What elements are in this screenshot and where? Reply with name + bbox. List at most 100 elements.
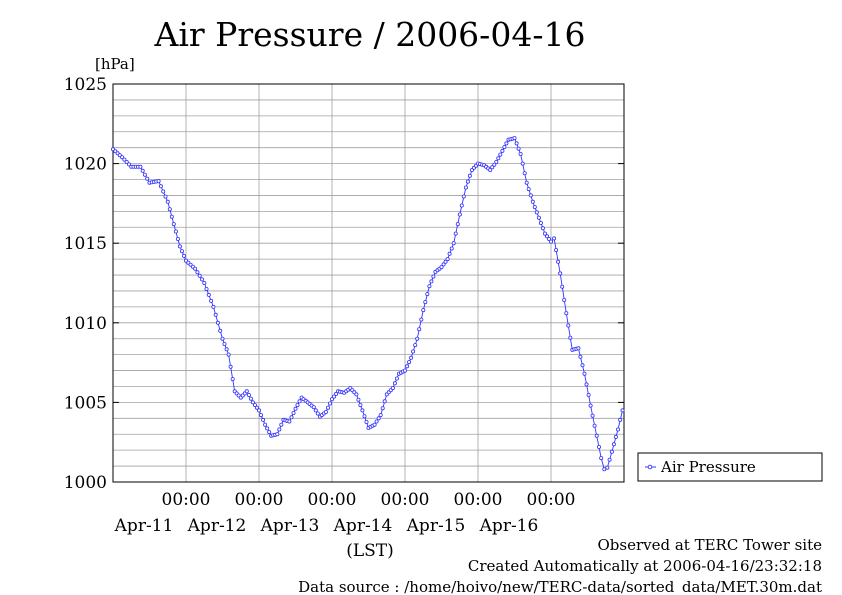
series-markers [111, 136, 625, 472]
data-point [267, 430, 272, 435]
data-point [543, 231, 548, 236]
data-point [279, 422, 284, 427]
data-point [492, 162, 497, 167]
data-point [213, 312, 218, 317]
data-point [556, 259, 561, 264]
data-point [526, 187, 531, 192]
data-point [547, 236, 552, 241]
data-point [124, 159, 129, 164]
data-point [457, 212, 462, 217]
x-tick-date: Apr-15 [406, 516, 466, 536]
x-tick-time: 00:00 [308, 490, 357, 510]
data-point [376, 416, 381, 421]
data-point [467, 173, 472, 178]
y-tick-label: 1015 [64, 234, 107, 254]
data-point [463, 185, 468, 190]
footer-source: Data source : /home/hoivo/new/TERC-data/… [298, 578, 822, 595]
data-point [313, 408, 318, 413]
data-point [356, 397, 361, 402]
data-point [538, 220, 543, 225]
data-point [211, 304, 216, 309]
data-point [594, 433, 599, 438]
data-point [142, 172, 147, 177]
y-tick-label: 1010 [64, 314, 107, 334]
data-point [620, 408, 625, 413]
data-point [520, 161, 525, 166]
data-point [177, 244, 182, 249]
data-point [429, 279, 434, 284]
data-point [607, 457, 612, 462]
x-tick-date: Apr-13 [260, 516, 320, 536]
data-point [263, 422, 268, 427]
y-tick-label: 1000 [64, 473, 107, 493]
y-tick-label: 1020 [64, 155, 107, 175]
data-point [616, 427, 621, 432]
data-point [516, 146, 521, 151]
data-point [364, 419, 369, 424]
data-point [378, 413, 383, 418]
data-point [425, 292, 430, 297]
data-point [163, 194, 168, 199]
data-point [275, 432, 280, 437]
data-point [380, 406, 385, 411]
data-point [443, 259, 448, 264]
data-point [289, 415, 294, 420]
x-tick-date: Apr-12 [187, 516, 247, 536]
data-point [514, 141, 519, 146]
data-point [417, 327, 422, 332]
y-tick-label: 1005 [64, 393, 107, 413]
x-tick-date: Apr-16 [479, 516, 539, 536]
data-point [287, 419, 292, 424]
y-axis-unit: [hPa] [95, 55, 135, 73]
data-point [169, 214, 174, 219]
data-point [197, 273, 202, 278]
data-point [490, 165, 495, 170]
data-point [447, 251, 452, 256]
data-point [498, 152, 503, 157]
data-point [230, 377, 235, 382]
data-point [204, 286, 209, 291]
data-point [455, 222, 460, 227]
data-point [244, 389, 249, 394]
data-point [199, 277, 204, 282]
data-point [564, 311, 569, 316]
plot-frame [112, 83, 625, 483]
data-point [277, 427, 282, 432]
data-point [405, 364, 410, 369]
data-point [165, 199, 170, 204]
data-point [558, 271, 563, 276]
data-point [554, 248, 559, 253]
data-point [545, 234, 550, 239]
data-point [461, 194, 466, 199]
data-point [578, 354, 583, 359]
data-point [427, 284, 432, 289]
data-point [390, 386, 395, 391]
data-point [120, 155, 125, 160]
data-point [145, 176, 150, 181]
data-point [323, 409, 328, 414]
data-point [586, 392, 591, 397]
data-point [291, 410, 296, 415]
data-point [402, 368, 407, 373]
data-point [334, 391, 339, 396]
data-point [127, 162, 132, 167]
data-point [411, 349, 416, 354]
data-point [179, 249, 184, 254]
data-point [228, 364, 233, 369]
data-point [500, 148, 505, 153]
data-point [504, 141, 509, 146]
data-point [374, 419, 379, 424]
y-axis: 1000 1005 1010 1015 1020 1025 [64, 75, 624, 493]
data-point [246, 392, 251, 397]
data-point [534, 210, 539, 215]
data-point [609, 449, 614, 454]
data-point [175, 236, 180, 241]
x-tick-date: Apr-11 [114, 516, 174, 536]
data-point [449, 246, 454, 251]
data-point [360, 408, 365, 413]
x-tick-time: 00:00 [235, 490, 284, 510]
x-tick-time: 00:00 [162, 490, 211, 510]
data-point [362, 414, 367, 419]
data-point [496, 156, 501, 161]
data-point [611, 442, 616, 447]
